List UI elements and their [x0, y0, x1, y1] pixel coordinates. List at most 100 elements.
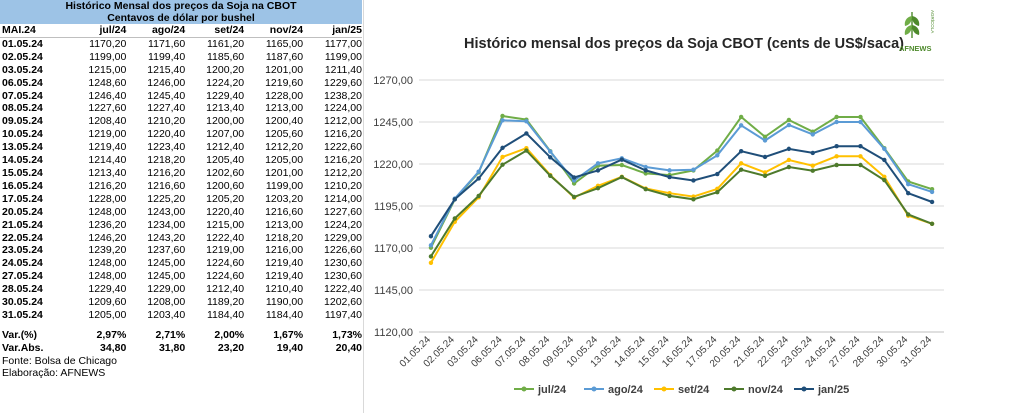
table-row: 08.05.24 1227,60 1227,40 1213,40 1213,00 1224…	[0, 102, 362, 115]
price-cell: 1219,00	[206, 244, 245, 257]
price-cell: 1177,00	[324, 37, 362, 50]
price-cell: 1248,00	[88, 257, 127, 270]
price-cell: 1216,60	[147, 179, 186, 192]
data-point	[810, 132, 815, 137]
data-point	[643, 164, 648, 170]
data-point	[786, 164, 792, 170]
data-point	[428, 243, 434, 248]
data-point	[738, 167, 744, 172]
price-cell: 1202,60	[324, 296, 362, 309]
row-label-cell: 24.05.24	[2, 257, 43, 270]
data-point	[858, 143, 863, 149]
row-label-cell: 22.05.24	[2, 231, 43, 244]
price-cell: 1210,40	[265, 283, 304, 296]
data-point	[691, 197, 696, 202]
data-point	[882, 174, 887, 179]
data-point	[929, 189, 935, 195]
row-label-cell: 07.05.24	[2, 89, 43, 102]
price-cell: 1189,20	[206, 296, 245, 309]
price-cell: 1215,00	[206, 218, 245, 231]
price-cell: 1218,20	[147, 154, 186, 167]
price-cell: 1187,60	[265, 50, 304, 63]
column-header-date: MAI.24	[0, 24, 68, 38]
row-label-cell: 13.05.24	[2, 141, 43, 154]
price-cell: 1200,20	[206, 63, 245, 76]
data-point	[929, 221, 935, 227]
price-cell: 23,20	[217, 341, 245, 354]
data-point	[571, 194, 577, 200]
price-cell: 1,73%	[332, 328, 362, 341]
price-cell: 1203,20	[265, 192, 304, 205]
price-cell: 1212,00	[324, 115, 362, 128]
row-label-cell: Var.(%)	[2, 328, 38, 341]
data-point	[571, 175, 577, 180]
table-row: 31.05.24 1205,00 1203,40 1184,40 1184,40 1197…	[0, 309, 362, 322]
table-row: 20.05.24 1248,00 1243,00 1220,40 1216,60 1227…	[0, 206, 362, 219]
data-point	[715, 171, 720, 177]
data-point	[762, 170, 768, 175]
data-point	[762, 134, 768, 139]
price-cell: 1216,20	[147, 166, 186, 179]
data-point	[762, 138, 768, 143]
price-cell: 1211,40	[324, 63, 362, 76]
data-point	[858, 154, 863, 159]
row-label-cell: 20.05.24	[2, 205, 43, 218]
price-cell: 1216,20	[88, 179, 127, 192]
row-label-cell: 21.05.24	[2, 218, 43, 231]
column-header-contract: nov/24	[244, 24, 304, 38]
price-cell: 1216,20	[324, 154, 362, 167]
legend-marker	[801, 386, 807, 392]
column-header-contract: ago/24	[126, 24, 186, 38]
data-point	[500, 154, 505, 160]
legend-marker	[521, 386, 527, 392]
price-cell: 1199,00	[324, 50, 362, 63]
price-cell: 1219,40	[88, 141, 127, 154]
legend-marker	[731, 386, 737, 392]
data-point	[929, 199, 935, 205]
price-cell: 1248,00	[88, 270, 127, 283]
price-cell: 1,67%	[273, 328, 304, 341]
data-point	[524, 148, 529, 153]
data-point	[882, 177, 887, 183]
legend-label: nov/24	[748, 384, 784, 396]
price-cell: 1246,20	[88, 231, 127, 244]
row-label-cell: 31.05.24	[2, 308, 43, 321]
price-cell: 1212,40	[206, 283, 245, 296]
price-cell: 1199,40	[148, 50, 186, 63]
table-row: 21.05.24 1236,20 1234,00 1215,00 1213,00 1224…	[0, 219, 362, 232]
price-cell: 2,97%	[96, 328, 127, 341]
data-point	[715, 190, 720, 195]
table-row: 22.05.24 1246,20 1243,20 1222,40 1218,20 1229…	[0, 232, 362, 245]
column-header-contract: jan/25	[303, 24, 362, 38]
price-cell: 1205,60	[265, 128, 304, 141]
price-cell: 1212,20	[265, 141, 304, 154]
price-cell: 34,80	[100, 341, 127, 354]
data-point	[619, 162, 625, 168]
data-point	[476, 176, 481, 181]
y-tick-label: 1270,00	[373, 75, 413, 87]
price-cell: 1208,40	[88, 115, 127, 128]
data-point	[691, 167, 696, 172]
price-table-panel: Histórico Mensal dos preços da Soja na C…	[0, 0, 362, 379]
afnews-logo: AFNEWS AGRÍCOLA	[898, 8, 938, 54]
data-point	[595, 161, 601, 166]
price-cell: 1202,60	[206, 166, 245, 179]
price-cell: 1229,40	[206, 89, 245, 102]
data-point	[786, 117, 792, 123]
table-row: 15.05.24 1213,40 1216,20 1202,60 1201,00 1212…	[0, 167, 362, 180]
price-cell: 2,71%	[155, 328, 186, 341]
legend-marker	[591, 386, 597, 392]
data-point	[595, 168, 601, 173]
data-point	[691, 178, 696, 183]
table-spacer-row	[0, 322, 362, 329]
y-tick-label: 1220,00	[373, 159, 413, 171]
row-label-cell: 15.05.24	[2, 166, 43, 179]
data-point	[548, 149, 553, 154]
price-cell: 1224,20	[206, 76, 245, 89]
table-row: 03.05.24 1215,00 1215,40 1200,20 1201,00 1211…	[0, 64, 362, 77]
row-label-cell: 27.05.24	[2, 270, 43, 283]
column-header-contract: set/24	[185, 24, 245, 38]
credit-note: Elaboração: AFNEWS	[2, 366, 106, 379]
legend-marker	[661, 386, 667, 392]
series-line-jul-24	[430, 114, 933, 249]
